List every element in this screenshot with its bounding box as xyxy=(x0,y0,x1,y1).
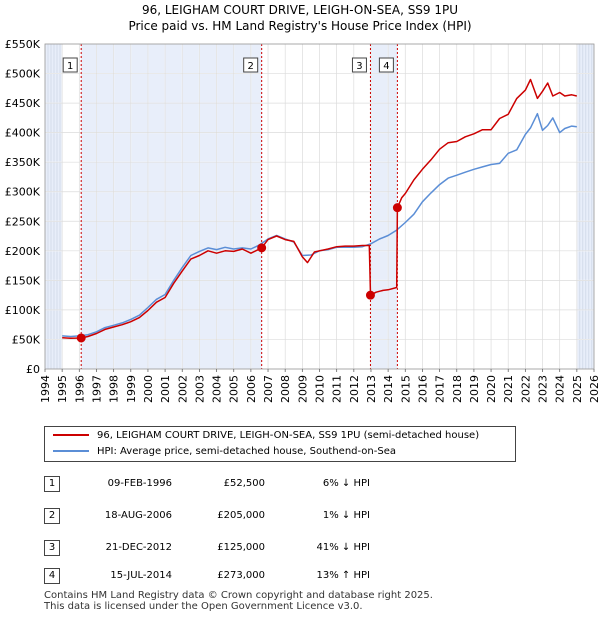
x-tick-label: 2017 xyxy=(434,375,447,403)
sale-point xyxy=(392,203,402,213)
x-tick-label: 2022 xyxy=(519,375,532,403)
sale-row: 3 21-DEC-2012 £125,000 41% ↓ HPI xyxy=(0,538,600,558)
y-tick-label: £550K xyxy=(5,38,41,51)
y-tick-label: £200K xyxy=(5,245,41,258)
y-tick-label: £500K xyxy=(5,68,41,81)
y-tick-label: £150K xyxy=(5,274,41,287)
x-tick-label: 1994 xyxy=(39,375,52,403)
sale-date: 09-FEB-1996 xyxy=(107,478,172,489)
footer-line-2: This data is licensed under the Open Gov… xyxy=(44,601,363,612)
sale-row: 1 09-FEB-1996 £52,500 6% ↓ HPI xyxy=(0,474,600,494)
sale-marker-label: 1 xyxy=(67,61,73,72)
x-tick-label: 1997 xyxy=(90,375,103,403)
sale-number: 4 xyxy=(44,568,60,584)
y-tick-label: £300K xyxy=(5,186,41,199)
sale-point xyxy=(76,333,86,343)
x-tick-label: 2000 xyxy=(142,375,155,403)
x-tick-label: 2005 xyxy=(228,375,241,403)
sale-price: £205,000 xyxy=(217,510,265,521)
x-tick-label: 2016 xyxy=(416,375,429,403)
sale-number: 1 xyxy=(44,476,60,492)
y-tick-label: £50K xyxy=(12,333,41,346)
chart-subtitle: Price paid vs. HM Land Registry's House … xyxy=(128,19,471,33)
legend-item-hpi: HPI: Average price, semi-detached house,… xyxy=(53,445,396,459)
x-tick-label: 2010 xyxy=(314,375,327,403)
sale-price: £52,500 xyxy=(223,478,265,489)
x-tick-label: 2025 xyxy=(571,375,584,403)
y-tick-label: £250K xyxy=(5,215,41,228)
legend-swatch-hpi xyxy=(53,450,89,452)
sale-hpi-diff: 41% ↓ HPI xyxy=(316,542,370,553)
x-tick-label: 2001 xyxy=(159,375,172,403)
x-tick-label: 2015 xyxy=(399,375,412,403)
x-tick-label: 1998 xyxy=(108,375,121,403)
x-tick-label: 2020 xyxy=(485,375,498,403)
shaded-range xyxy=(81,44,262,369)
x-tick-label: 2009 xyxy=(296,375,309,403)
y-tick-label: £400K xyxy=(5,127,41,140)
legend-swatch-property xyxy=(53,434,89,436)
footer-attribution: Contains HM Land Registry data © Crown c… xyxy=(44,590,433,612)
shaded-range xyxy=(576,44,594,369)
shaded-range xyxy=(45,44,63,369)
legend-label-property: 96, LEIGHAM COURT DRIVE, LEIGH-ON-SEA, S… xyxy=(97,430,480,441)
x-tick-label: 2018 xyxy=(451,375,464,403)
x-tick-label: 2012 xyxy=(348,375,361,403)
sale-marker-box xyxy=(378,57,394,73)
legend-label-hpi: HPI: Average price, semi-detached house,… xyxy=(97,446,396,457)
x-tick-label: 2024 xyxy=(554,375,567,403)
chart-title: 96, LEIGHAM COURT DRIVE, LEIGH-ON-SEA, S… xyxy=(142,3,458,17)
x-tick-label: 2013 xyxy=(365,375,378,403)
y-tick-label: £100K xyxy=(5,304,41,317)
y-tick-label: £450K xyxy=(5,97,41,110)
sale-price: £125,000 xyxy=(217,542,265,553)
x-tick-label: 1996 xyxy=(73,375,86,403)
sale-date: 18-AUG-2006 xyxy=(104,510,172,521)
chart-legend: 96, LEIGHAM COURT DRIVE, LEIGH-ON-SEA, S… xyxy=(44,426,516,462)
x-tick-label: 1995 xyxy=(56,375,69,403)
sale-marker-label: 3 xyxy=(356,61,362,72)
x-tick-label: 2026 xyxy=(588,375,600,403)
x-tick-label: 2008 xyxy=(279,375,292,403)
x-tick-label: 2021 xyxy=(502,375,515,403)
x-tick-label: 2019 xyxy=(468,375,481,403)
sale-marker-box xyxy=(62,57,78,73)
sale-hpi-diff: 1% ↓ HPI xyxy=(322,510,370,521)
sale-number: 3 xyxy=(44,540,60,556)
x-tick-label: 1999 xyxy=(125,375,138,403)
sale-marker-box xyxy=(243,57,259,73)
sale-price: £273,000 xyxy=(217,570,265,581)
sale-marker-label: 2 xyxy=(247,61,253,72)
sale-date: 21-DEC-2012 xyxy=(105,542,172,553)
y-tick-label: £0 xyxy=(26,363,40,376)
footer-line-1: Contains HM Land Registry data © Crown c… xyxy=(44,590,433,601)
sale-hpi-diff: 6% ↓ HPI xyxy=(322,478,370,489)
x-tick-label: 2023 xyxy=(537,375,550,403)
x-tick-label: 2004 xyxy=(211,375,224,403)
x-tick-label: 2002 xyxy=(176,375,189,403)
shaded-range xyxy=(370,44,398,369)
y-tick-label: £350K xyxy=(5,156,41,169)
sale-date: 15-JUL-2014 xyxy=(110,570,172,581)
property-series-line xyxy=(62,78,577,340)
sale-row: 2 18-AUG-2006 £205,000 1% ↓ HPI xyxy=(0,506,600,526)
sale-hpi-diff: 13% ↑ HPI xyxy=(316,570,370,581)
sale-point xyxy=(365,290,375,300)
x-tick-label: 2014 xyxy=(382,375,395,403)
sale-point xyxy=(257,243,267,253)
x-tick-label: 2007 xyxy=(262,375,275,403)
legend-item-property: 96, LEIGHAM COURT DRIVE, LEIGH-ON-SEA, S… xyxy=(53,429,479,443)
sale-row: 4 15-JUL-2014 £273,000 13% ↑ HPI xyxy=(0,566,600,586)
x-tick-label: 2006 xyxy=(245,375,258,403)
x-tick-label: 2003 xyxy=(193,375,206,403)
sale-number: 2 xyxy=(44,508,60,524)
sale-marker-label: 4 xyxy=(383,61,389,72)
sale-marker-box xyxy=(351,57,367,73)
x-tick-label: 2011 xyxy=(331,375,344,403)
